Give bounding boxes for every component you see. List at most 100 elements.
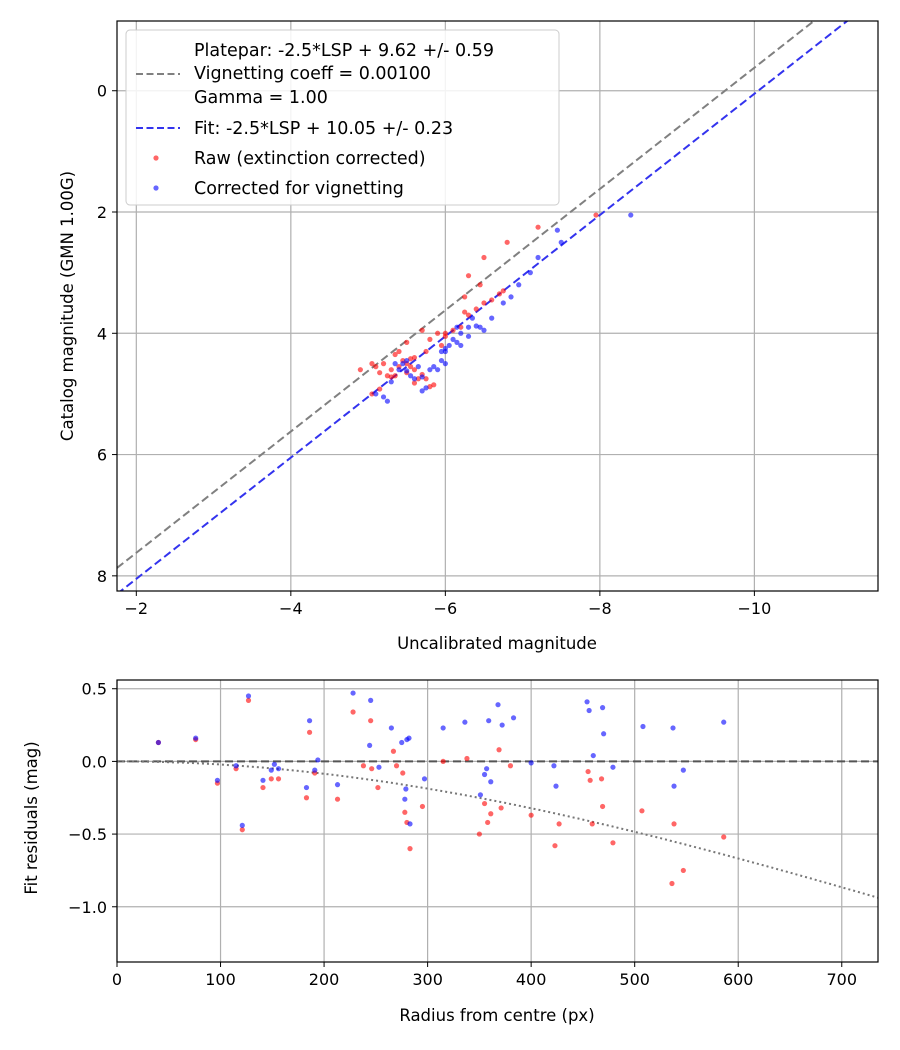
top-corrected-point [458,330,464,336]
top-corrected-point [435,367,441,373]
top-corrected-point [450,336,456,342]
bot-corrected-point [601,731,607,737]
bot-y-tick-label: −0.5 [68,825,107,844]
top-y-tick-label: 4 [97,324,107,343]
bot-x-tick-label: 0 [112,970,122,989]
top-corrected-point [380,394,387,400]
top-corrected-point [442,361,448,367]
top-raw-point [462,294,468,300]
bot-raw-point [350,709,356,715]
top-y-tick-label: 2 [97,203,107,222]
top-y-tick-label: 6 [97,446,107,465]
top-raw-point [465,312,472,318]
top-corrected-point [558,239,564,245]
legend-platepar-line-3: Gamma = 1.00 [194,88,328,108]
top-x-tick-label: −2 [125,599,149,618]
top-raw-point [380,361,387,367]
bot-raw-point [639,808,645,814]
top-raw-point [369,361,375,367]
bot-corrected-point [488,779,494,785]
bot-corrected-point [528,760,534,766]
bot-corrected-point [245,693,252,699]
top-raw-point [388,367,394,373]
bot-raw-point [599,803,606,810]
bot-raw-point [610,840,616,846]
top-raw-point [442,330,448,336]
top-raw-point [377,370,383,376]
top-x-tick-label: −8 [588,599,612,618]
top-plot-frame [116,20,879,592]
bot-raw-point [721,834,727,840]
top-raw-point [423,376,429,382]
bot-corrected-point [510,715,517,721]
top-corrected-point [415,364,421,370]
top-raw-point [458,324,464,330]
top-corrected-point [477,324,483,330]
top-corrected-point [446,342,452,349]
top-raw-point [411,380,418,386]
top-raw-point [462,309,468,315]
top-corrected-point [388,379,394,385]
bot-raw-point [275,776,282,782]
top-corrected-point [411,376,418,382]
top-corrected-point [438,357,445,364]
bot-raw-point [464,755,470,762]
top-raw-point [593,212,599,218]
bot-corrected-point [368,697,374,703]
bot-corrected-point [312,767,318,773]
bot-raw-point [481,800,488,807]
bot-raw-point [598,776,605,782]
bot-raw-point [239,827,245,833]
bot-corrected-point [721,719,727,725]
top-corrected-point [431,364,437,370]
top-corrected-point [438,348,445,355]
bot-corrected-point [421,776,428,782]
bot-corrected-point [388,725,394,731]
bot-raw-point [507,763,514,769]
bot-corrected-point [193,735,199,741]
top-corrected-point [516,282,522,288]
bot-raw-point [498,805,504,811]
bot-corrected-point [367,742,373,749]
bot-raw-point [496,747,502,753]
top-raw-point [496,291,503,297]
bot-corrected-point [486,718,492,724]
top-raw-point [481,300,487,306]
bot-x-tick-label: 700 [826,970,857,989]
top-raw-point [465,273,472,279]
bot-corrected-point [315,757,321,763]
bot-raw-point [375,784,381,791]
bot-corrected-point [407,821,413,827]
top-y-tick-label: 0 [97,82,107,101]
bot-corrected-point [481,771,488,778]
bot-raw-point [556,821,562,827]
bot-raw-point [440,758,446,765]
top-corrected-point [465,324,472,330]
bot-corrected-point [334,782,341,788]
top-raw-point [373,364,379,370]
bot-x-tick-label: 200 [309,970,340,989]
bot-corrected-point [495,702,501,708]
bottom-plot-frame [116,679,879,963]
legend-platepar-line-1: Platepar: -2.5*LSP + 9.62 +/- 0.59 [194,41,494,61]
bottom-x-axis-label: Radius from centre (px) [399,1006,594,1025]
top-raw-point [357,367,363,373]
bot-raw-point [360,763,367,769]
bot-corrected-point [155,739,162,746]
top-raw-point [435,330,441,336]
bot-y-tick-label: 0.5 [82,680,107,699]
bot-raw-point [552,843,558,849]
bot-raw-point [400,770,406,776]
top-corrected-point [554,227,560,233]
bot-corrected-point [306,718,313,724]
top-raw-point [489,297,495,303]
top-y-axis-label: Catalog magnitude (GMN 1.00G) [58,171,77,441]
top-x-tick-label: −10 [738,599,772,618]
top-corrected-point [392,361,398,367]
bot-raw-point [476,831,482,837]
top-y-tick-label: 8 [97,567,107,586]
top-corrected-point [489,315,495,321]
top-corrected-point [442,345,448,352]
bot-x-tick-label: 300 [412,970,443,989]
